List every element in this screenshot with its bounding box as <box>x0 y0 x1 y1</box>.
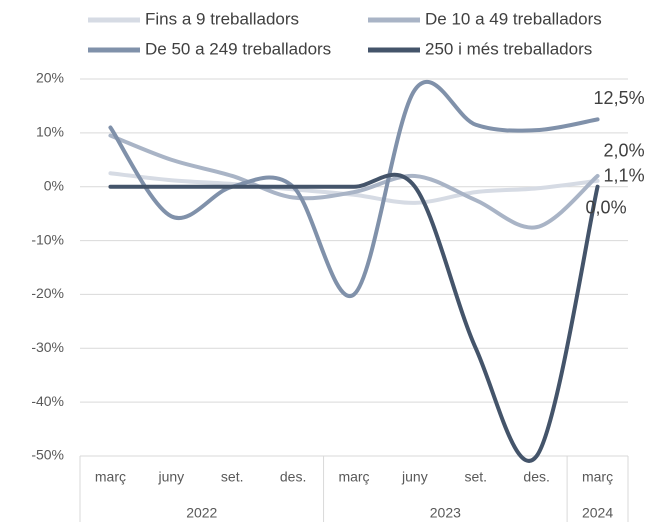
group-label: 2023 <box>430 505 461 521</box>
value-label: 12,5% <box>594 88 645 108</box>
x-tick-label: març <box>338 469 369 485</box>
legend-label: Fins a 9 treballadors <box>145 9 299 28</box>
legend-label: De 50 a 249 treballadors <box>145 39 331 58</box>
legend-label: 250 i més treballadors <box>425 39 592 58</box>
x-tick-label: des. <box>280 469 306 485</box>
series-line <box>108 171 600 205</box>
series-line <box>108 172 600 463</box>
series-line <box>108 133 600 230</box>
legend-label: De 10 a 49 treballadors <box>425 9 602 28</box>
x-tick-label: des. <box>523 469 549 485</box>
y-tick-label: -30% <box>31 339 64 355</box>
y-tick-label: 0% <box>44 177 64 193</box>
value-label: 0,0% <box>586 197 627 217</box>
series-line <box>108 79 600 299</box>
group-label: 2022 <box>186 505 217 521</box>
x-tick-label: juny <box>157 469 184 485</box>
y-tick-label: 20% <box>36 70 64 86</box>
y-tick-label: -10% <box>31 231 64 247</box>
x-tick-label: set. <box>221 469 244 485</box>
y-tick-label: 10% <box>36 124 64 140</box>
value-label: 2,0% <box>604 141 645 161</box>
y-tick-label: -20% <box>31 285 64 301</box>
x-tick-label: set. <box>464 469 487 485</box>
x-tick-label: març <box>582 469 613 485</box>
y-tick-label: -50% <box>31 447 64 463</box>
group-label: 2024 <box>582 505 613 521</box>
x-tick-label: juny <box>401 469 428 485</box>
y-tick-label: -40% <box>31 393 64 409</box>
value-label: 1,1% <box>604 166 645 186</box>
x-tick-label: març <box>95 469 126 485</box>
